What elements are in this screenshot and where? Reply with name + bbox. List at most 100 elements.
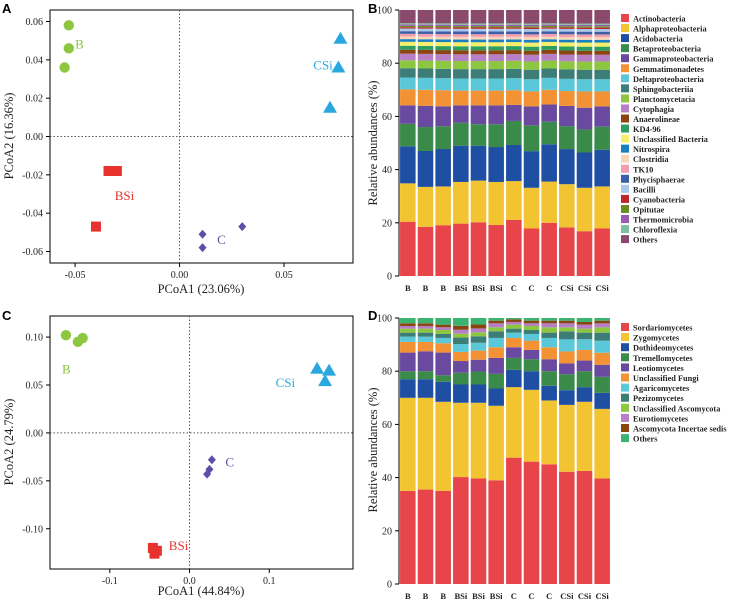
bar-segment-d xyxy=(523,359,540,372)
bar-segment-b xyxy=(470,10,487,24)
bar-segment-b xyxy=(541,23,557,25)
bar-segment-b xyxy=(400,68,416,78)
bar-segment-b xyxy=(506,31,522,35)
bar-segment-b xyxy=(523,61,540,70)
bar-segment-d xyxy=(594,364,610,377)
bar-segment-b xyxy=(435,225,451,276)
bar-segment-b xyxy=(541,222,557,276)
bar-segment-b xyxy=(488,78,504,91)
bar-segment-b xyxy=(594,149,610,187)
bar-segment-b xyxy=(470,69,487,79)
bar-segment-b xyxy=(488,24,504,27)
category-label-b: B xyxy=(405,283,411,293)
bar-segment-d xyxy=(541,323,557,328)
pcoa-plot-c: PCoA1 (44.84%) PCoA2 (24.79%) -0.1 0.0 0.1… xyxy=(2,315,354,598)
legend-label-d: Unclassified Fungi xyxy=(633,374,699,383)
bar-segment-b xyxy=(523,46,540,51)
bar-segment-b xyxy=(594,29,610,32)
bar-segment-b xyxy=(470,46,487,51)
bar-segment-d xyxy=(435,318,451,325)
bar-segment-b xyxy=(559,42,575,47)
legend-label-b: Thermomicrobia xyxy=(633,216,694,225)
bar-segment-b xyxy=(435,60,451,69)
bar-segment-d xyxy=(523,340,540,350)
bar-segment-b xyxy=(576,152,593,188)
panel-letter-b: B xyxy=(368,1,377,16)
bar-segment-b xyxy=(594,106,610,127)
bar-segment-b xyxy=(506,219,522,276)
legend-swatch-d xyxy=(621,323,629,331)
bar-segment-d xyxy=(594,352,610,365)
bar-segment-b xyxy=(541,89,557,105)
bar-segment-d xyxy=(435,329,451,334)
bar-segment-b xyxy=(435,31,451,35)
bar-segment-b xyxy=(417,28,434,32)
bar-segment-d xyxy=(506,321,522,325)
bar-segment-b xyxy=(417,31,434,34)
bar-segment-b xyxy=(453,36,469,40)
bar-segment-d xyxy=(523,325,540,330)
bar-segment-b xyxy=(594,34,610,38)
bar-segment-d xyxy=(559,320,575,324)
bar-segment-b xyxy=(523,151,540,188)
bar-segment-b xyxy=(594,26,610,28)
bar-segment-b xyxy=(470,24,487,27)
bar-segment-b xyxy=(576,23,593,25)
group-label-c-c: C xyxy=(225,454,234,469)
bar-segment-b xyxy=(488,181,504,225)
bar-segment-b xyxy=(523,79,540,92)
point-b-c xyxy=(60,329,72,341)
bar-segment-d xyxy=(417,489,434,584)
bar-segment-b xyxy=(523,24,540,27)
bar-segment-d xyxy=(559,471,575,584)
bar-segment-b xyxy=(453,61,469,70)
bar-segment-b xyxy=(400,36,416,40)
group-label-csi-c: CSi xyxy=(276,375,296,390)
bar-segment-b xyxy=(559,31,575,35)
bar-segment-b xyxy=(417,53,434,61)
bar-segment-b xyxy=(576,79,593,92)
bar-segment-b xyxy=(523,187,540,229)
bar-segment-b xyxy=(541,53,557,61)
bar-segment-b xyxy=(417,60,434,69)
y-tick-label-c: 0.05 xyxy=(26,381,44,392)
y-axis-label-a: PCoA2 (16.36%) xyxy=(2,93,16,180)
bar-segment-d xyxy=(506,369,522,388)
bar-segment-b xyxy=(488,39,504,43)
bar-segment-b xyxy=(470,90,487,106)
bar-segment-b xyxy=(400,31,416,34)
point-csi-c xyxy=(310,361,325,374)
bar-segment-d xyxy=(488,331,504,338)
bar-segment-d xyxy=(523,333,540,341)
bar-segment-b xyxy=(453,223,469,276)
bar-segment-b xyxy=(523,50,540,55)
legend-label-b: Others xyxy=(633,236,658,245)
legend-label-b: KD4-96 xyxy=(633,125,661,134)
bar-segment-b xyxy=(488,90,504,106)
bar-segment-b xyxy=(576,10,593,24)
legend-swatch-b xyxy=(621,44,629,53)
y-tick-label-c: -0.10 xyxy=(22,524,43,535)
bar-segment-d xyxy=(470,384,487,403)
bar-segment-b xyxy=(417,25,434,28)
bar-segment-d xyxy=(559,318,575,321)
bar-segment-d xyxy=(400,341,416,353)
group-label-b-c: B xyxy=(62,362,71,377)
legend-swatch-b xyxy=(621,114,629,123)
bar-segment-b xyxy=(488,28,504,32)
bar-segment-d xyxy=(435,375,451,382)
bar-segment-b xyxy=(523,31,540,35)
y-tick-label-d: 0 xyxy=(387,580,392,591)
bar-segment-b xyxy=(506,27,522,29)
legend-swatch-b xyxy=(621,174,629,183)
y-tick-label-d: 60 xyxy=(382,420,392,431)
bar-segment-d xyxy=(470,359,487,372)
bar-segment-d xyxy=(453,329,469,334)
legend-swatch-b xyxy=(621,144,629,153)
bar-segment-b xyxy=(488,105,504,125)
y-tick-label-a: 0.02 xyxy=(26,94,44,105)
bar-segment-d xyxy=(470,328,487,333)
legend-label-b: Opitutae xyxy=(633,205,665,214)
bar-segment-b xyxy=(453,26,469,28)
category-label-b: B xyxy=(440,283,446,293)
